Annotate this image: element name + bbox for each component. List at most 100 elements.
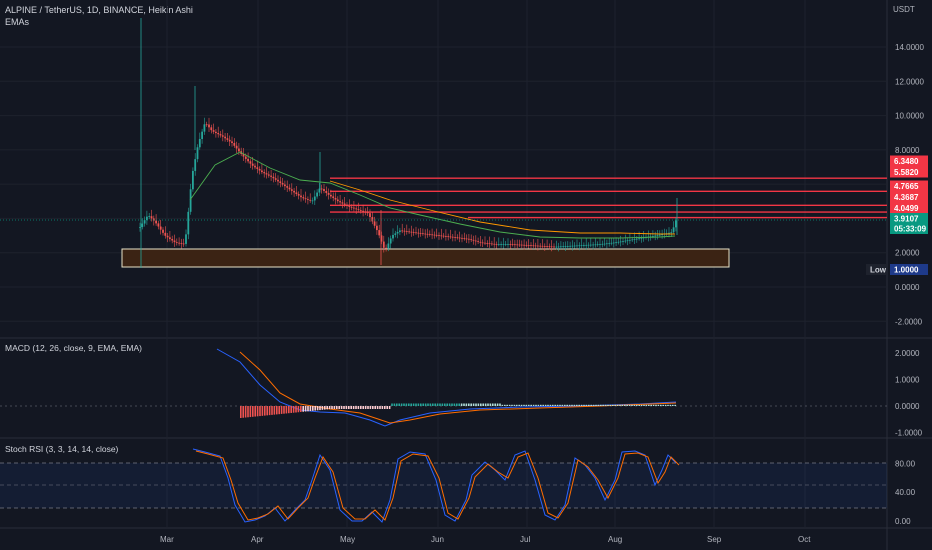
macd-histogram-bar <box>324 406 326 410</box>
macd-histogram-bar <box>643 404 645 406</box>
candle-body <box>387 243 390 249</box>
macd-histogram-bar <box>312 406 314 411</box>
macd-histogram-bar <box>516 404 518 406</box>
candle-body <box>610 242 613 244</box>
candle-body <box>633 239 636 240</box>
candle-body <box>652 235 654 237</box>
candle-body <box>640 237 643 239</box>
macd-histogram-bar <box>410 403 412 406</box>
candle-body <box>212 130 215 132</box>
price-tick-label: 10.0000 <box>895 112 924 121</box>
price-badges: 6.3480 5.5820 4.7665 4.3687 4.0499 3.910705:3… <box>890 155 928 234</box>
macd-histogram-bar <box>297 406 300 413</box>
candle-body <box>382 241 385 248</box>
candle-body <box>178 242 180 244</box>
macd-scale[interactable]: 2.0000 1.0000 0.0000 -1.0000 <box>895 349 923 438</box>
candle-body <box>300 195 302 198</box>
macd-histogram-bar <box>583 404 585 406</box>
candle-body <box>302 197 305 199</box>
macd-histogram-bar <box>602 404 604 406</box>
candle-body <box>330 194 332 197</box>
level-badge-text: 5.5820 <box>894 168 919 177</box>
candle-body <box>615 242 617 244</box>
macd-title[interactable]: MACD (12, 26, close, 9, EMA, EMA) <box>5 343 142 353</box>
candle-body <box>587 244 590 246</box>
level-badge <box>890 202 928 214</box>
candle-body <box>594 244 597 246</box>
macd-histogram-bar <box>640 404 643 406</box>
candle-body <box>217 133 220 135</box>
macd-histogram-bar <box>244 406 247 418</box>
macd-histogram-bar <box>388 406 391 409</box>
macd-histogram-bar <box>544 404 547 406</box>
price-tick-label: -2.0000 <box>895 317 923 326</box>
macd-histogram-bar <box>607 404 609 406</box>
macd-histogram-bar <box>626 404 628 406</box>
candle-body <box>576 245 578 247</box>
candle-body <box>566 245 569 247</box>
candle-body <box>281 182 284 185</box>
candle-body <box>675 220 677 228</box>
macd-histogram-bar <box>280 406 283 414</box>
stoch-band <box>0 463 887 508</box>
macd-line <box>216 348 677 427</box>
macd-histogram-bar <box>252 406 254 417</box>
candle-body <box>146 216 148 221</box>
macd-histogram-bar <box>520 404 523 406</box>
time-scale[interactable]: Mar Apr May Jun Jul Aug Sep Oct <box>160 535 811 544</box>
candle-body <box>523 244 525 246</box>
candle-body <box>288 187 291 190</box>
macd-tick-label: 1.0000 <box>895 376 920 385</box>
macd-histogram-bar <box>295 406 297 413</box>
macd-histogram-bar <box>458 403 460 406</box>
indicator-legend-emas[interactable]: EMAs <box>5 17 30 27</box>
candle-body <box>578 245 581 247</box>
candle-body <box>343 203 346 205</box>
macd-histogram-bar <box>386 406 388 409</box>
candle-body <box>251 163 254 166</box>
macd-histogram-bar <box>391 403 393 406</box>
candle-body <box>491 243 493 245</box>
resistance-levels[interactable] <box>330 177 887 219</box>
candle-body <box>139 227 141 228</box>
macd-histogram-bar <box>372 406 374 409</box>
stoch-tick-label: 40.00 <box>895 488 916 497</box>
candle-body <box>463 238 466 240</box>
macd-histogram-bar <box>439 403 441 406</box>
stoch-rsi-title[interactable]: Stoch RSI (3, 3, 14, 14, close) <box>5 444 119 454</box>
macd-histogram-bar <box>655 404 657 406</box>
macd-histogram-bar <box>444 403 446 406</box>
candle-body <box>265 173 268 175</box>
macd-histogram-bar <box>376 406 379 409</box>
time-tick-label: Apr <box>251 535 264 544</box>
macd-histogram-bar <box>264 406 266 416</box>
candle-body <box>569 245 571 247</box>
candle-body <box>157 223 160 227</box>
support-zone-rectangle[interactable] <box>121 248 730 268</box>
level-badge-text: 4.0499 <box>894 204 919 213</box>
candle-body <box>192 170 194 190</box>
candle-body <box>638 238 640 240</box>
candle-body <box>171 238 174 241</box>
ema-orange-line <box>329 180 675 235</box>
macd-histogram-bar <box>240 406 242 418</box>
macd-histogram-bar <box>340 406 343 409</box>
candle-body <box>488 243 491 245</box>
candle-body <box>661 234 663 236</box>
candle-body <box>477 241 479 243</box>
candle-body <box>162 229 164 233</box>
level-badge-text: 6.3480 <box>894 157 919 166</box>
macd-histogram-bar <box>645 404 648 406</box>
macd-histogram-bar <box>609 404 612 406</box>
macd-tick-label: -1.0000 <box>895 429 923 438</box>
candle-body <box>210 127 213 131</box>
candle-body <box>284 184 286 187</box>
macd-histogram-bar <box>492 403 494 406</box>
candle-body <box>654 235 657 237</box>
macd-histogram-bar <box>451 403 453 406</box>
stoch-scale[interactable]: 80.00 40.00 0.00 <box>895 459 916 526</box>
candle-body <box>408 231 410 233</box>
candle-body <box>238 148 240 152</box>
